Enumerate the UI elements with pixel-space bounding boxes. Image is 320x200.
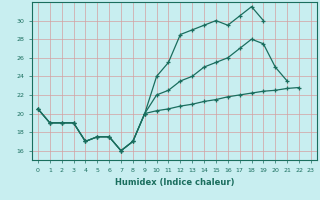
- X-axis label: Humidex (Indice chaleur): Humidex (Indice chaleur): [115, 178, 234, 187]
